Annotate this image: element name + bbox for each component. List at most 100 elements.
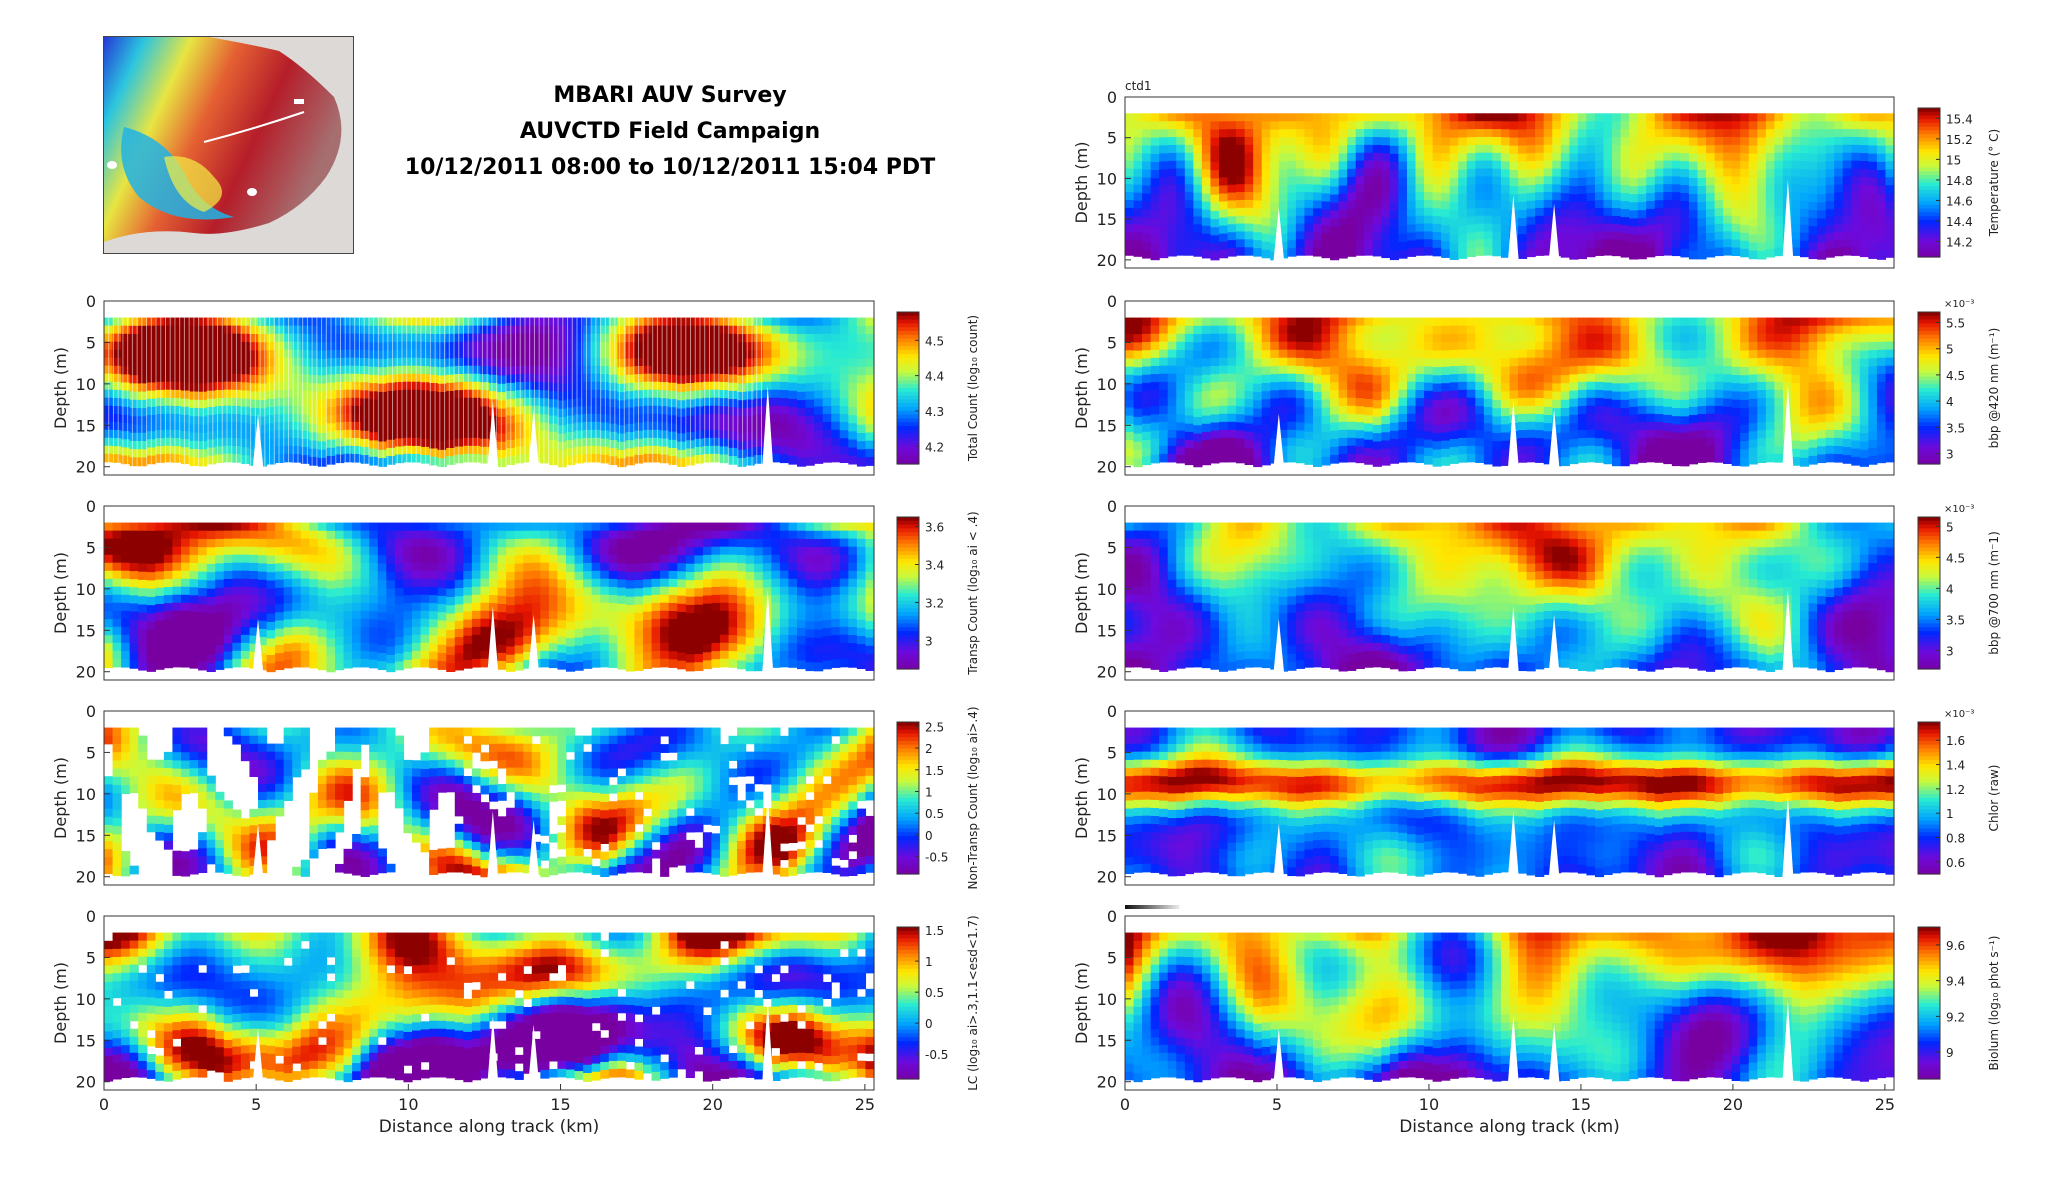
- heatmap-cell: [292, 357, 302, 367]
- heatmap-cell: [258, 334, 268, 343]
- heatmap-cell: [745, 555, 755, 565]
- heatmap-cell: [617, 800, 627, 809]
- heatmap-cell: [514, 547, 524, 556]
- heatmap-cell: [146, 1005, 156, 1015]
- heatmap-cell: [394, 587, 405, 597]
- heatmap-cell: [112, 349, 122, 359]
- heatmap-cell: [317, 645, 328, 654]
- heatmap-cell: [283, 562, 293, 572]
- heatmap-cell: [420, 522, 430, 532]
- heatmap-cell: [386, 759, 396, 769]
- heatmap-cell: [591, 578, 601, 588]
- heatmap-cell: [343, 603, 353, 612]
- heatmap-cell: [420, 594, 430, 604]
- heatmap-cell: [514, 751, 524, 761]
- heatmap-cell: [454, 645, 464, 655]
- heatmap-cell: [685, 604, 695, 614]
- heatmap-cell: [146, 654, 156, 664]
- heatmap-cell: [352, 658, 362, 668]
- heatmap-cell: [129, 940, 139, 950]
- heatmap-cell: [788, 578, 798, 588]
- heatmap-cell: [548, 792, 559, 802]
- heatmap-cell: [480, 398, 490, 408]
- heatmap-cell: [711, 627, 721, 636]
- heatmap-cell: [831, 611, 841, 620]
- heatmap-cell: [694, 629, 704, 639]
- heatmap-cell: [112, 446, 122, 455]
- heatmap-cell: [266, 630, 276, 640]
- heatmap-cell: [206, 374, 216, 384]
- colorbar-swatch: [897, 577, 919, 583]
- heatmap-cell: [146, 530, 156, 540]
- heatmap-cell: [129, 865, 139, 875]
- colorbar-swatch: [897, 388, 919, 393]
- heatmap-cell: [335, 341, 345, 351]
- heatmap-cell: [155, 652, 165, 662]
- heatmap-cell: [189, 579, 199, 588]
- heatmap-cell: [557, 727, 567, 737]
- heatmap-cell: [737, 840, 747, 850]
- heatmap-cell: [600, 859, 610, 869]
- heatmap-cell: [198, 759, 208, 769]
- heatmap-cell: [771, 849, 781, 859]
- heatmap-cell: [831, 522, 841, 532]
- heatmap-cell: [574, 839, 584, 849]
- heatmap-cell: [523, 389, 533, 399]
- heatmap-cell: [497, 342, 507, 352]
- heatmap-cell: [566, 415, 576, 425]
- heatmap-cell: [514, 398, 524, 407]
- heatmap-cell: [155, 357, 165, 367]
- heatmap-cell: [343, 864, 353, 874]
- heatmap-cell: [121, 570, 131, 580]
- heatmap-cell: [797, 759, 807, 769]
- heatmap-cell: [215, 333, 225, 343]
- heatmap-cell: [181, 562, 191, 572]
- colorbar-swatch: [897, 794, 919, 799]
- heatmap-cell: [822, 405, 832, 415]
- heatmap-cell: [437, 612, 447, 621]
- heatmap-cell: [600, 658, 610, 668]
- heatmap-cell: [848, 374, 858, 384]
- heatmap-cell: [557, 743, 567, 753]
- heatmap-cell: [129, 980, 139, 990]
- heatmap-cell: [745, 588, 755, 598]
- heatmap-cell: [574, 366, 584, 375]
- heatmap-cell: [497, 848, 507, 858]
- heatmap-cell: [104, 841, 114, 850]
- heatmap-cell: [625, 662, 636, 672]
- heatmap-cell: [189, 562, 199, 572]
- heatmap-cell: [814, 735, 824, 745]
- heatmap-cell: [574, 823, 584, 833]
- heatmap-cell: [497, 441, 507, 451]
- heatmap-cell: [454, 596, 464, 605]
- heatmap-cell: [745, 839, 755, 849]
- heatmap-cell: [163, 538, 174, 548]
- heatmap-cell: [146, 629, 156, 639]
- heatmap-cell: [489, 562, 499, 572]
- heatmap-cell: [189, 611, 199, 621]
- heatmap-cell: [189, 768, 199, 777]
- heatmap-cell: [497, 317, 507, 327]
- heatmap-cell: [737, 530, 747, 540]
- heatmap-cell: [831, 453, 841, 463]
- heatmap-cell: [258, 530, 268, 540]
- heatmap-cell: [694, 596, 704, 606]
- heatmap-cell: [677, 611, 687, 621]
- heatmap-cell: [163, 1056, 174, 1066]
- heatmap-cell: [797, 784, 807, 793]
- heatmap-cell: [463, 840, 473, 850]
- heatmap-cell: [412, 522, 422, 532]
- heatmap-cell: [317, 653, 328, 663]
- heatmap-cell: [121, 358, 131, 367]
- heatmap-cell: [360, 793, 370, 803]
- heatmap-cell: [831, 421, 841, 431]
- heatmap-cell: [745, 415, 755, 425]
- colorbar-swatch: [897, 414, 919, 419]
- heatmap-cell: [104, 857, 114, 867]
- heatmap-cell: [848, 586, 858, 596]
- heatmap-cell: [566, 823, 576, 833]
- heatmap-cell: [155, 522, 165, 532]
- heatmap-cell: [523, 832, 533, 842]
- colorbar-swatch: [897, 733, 919, 738]
- heatmap-cell: [275, 398, 285, 407]
